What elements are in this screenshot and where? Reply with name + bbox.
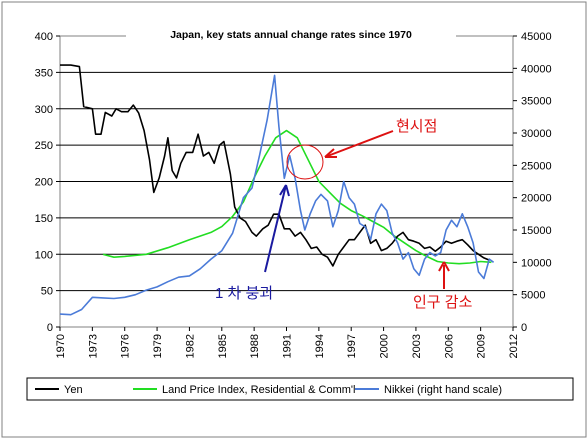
legend-label-land-price-index-residential-comm-l: Land Price Index, Residential & Comm'l [162,384,355,396]
axes: 0 50 100 150 200 250 300 350 400 0 5000 10000 15000 2… [35,31,552,358]
x-tick-label: 2000 [379,334,391,358]
x-tick-label: 2003 [411,334,423,358]
left-tick-label: 350 [35,67,53,79]
series-line-land-price-index-residential-comm-l [102,129,492,265]
right-tick-label: 25000 [521,160,552,172]
present-point-circle [286,144,324,180]
x-tick-label: 1991 [282,334,294,358]
series-line-nikkei-right-hand-scale [59,74,495,316]
series-line-yen [60,64,490,267]
right-tick-label: 10000 [521,257,552,269]
legend-box [26,377,574,401]
legend: Yen Land Price Index, Residential & Comm'… [26,377,574,401]
x-tick-label: 1982 [184,334,196,358]
x-tick-label: 1973 [87,334,99,358]
right-tick-label: 30000 [521,128,552,140]
left-tick-label: 200 [35,177,53,189]
present-point-arrowhead [324,148,337,158]
title-background [126,27,456,41]
series-lines [59,64,495,316]
x-tick-label: 1970 [55,334,67,358]
annotations: 현시점 1 차 붕괴 인구 감소 [215,118,473,311]
right-tick-label: 40000 [521,63,552,75]
right-tick-label: 45000 [521,31,552,43]
left-tick-label: 250 [35,140,53,152]
left-tick-label: 100 [35,249,53,261]
population-decline-arrowhead [438,261,450,272]
x-tick-label: 1994 [314,334,326,358]
x-tick-label: 1988 [249,334,261,358]
right-tick-label: 15000 [521,225,552,237]
left-tick-label: 400 [35,31,53,43]
left-tick-label: 300 [35,104,53,116]
right-tick-label: 5000 [521,290,545,302]
chart-title: Japan, key stats annual change rates sin… [170,29,412,41]
left-tick-label: 150 [35,213,53,225]
left-tick-label: 0 [47,322,53,334]
x-tick-label: 2009 [476,334,488,358]
first-collapse-arrow [264,184,287,273]
annotation-present-point: 현시점 [396,118,437,135]
legend-label-yen: Yen [64,384,83,396]
present-point-arrow [324,130,394,158]
annotation-population-decline: 인구 감소 [413,294,473,311]
left-tick-label: 50 [41,286,53,298]
x-tick-label: 2012 [508,334,520,358]
right-tick-label: 0 [521,322,527,334]
x-tick-label: 1976 [120,334,132,358]
x-tick-label: 1997 [346,334,358,358]
legend-label-nikkei-right-hand-scale: Nikkei (right hand scale) [384,384,502,396]
right-tick-label: 35000 [521,96,552,108]
x-tick-label: 1979 [152,334,164,358]
x-tick-label: 1985 [217,334,229,358]
annotation-first-collapse: 1 차 붕괴 [215,285,273,302]
right-tick-label: 20000 [521,193,552,205]
first-collapse-arrowhead [279,184,290,197]
x-tick-label: 2006 [443,334,455,358]
